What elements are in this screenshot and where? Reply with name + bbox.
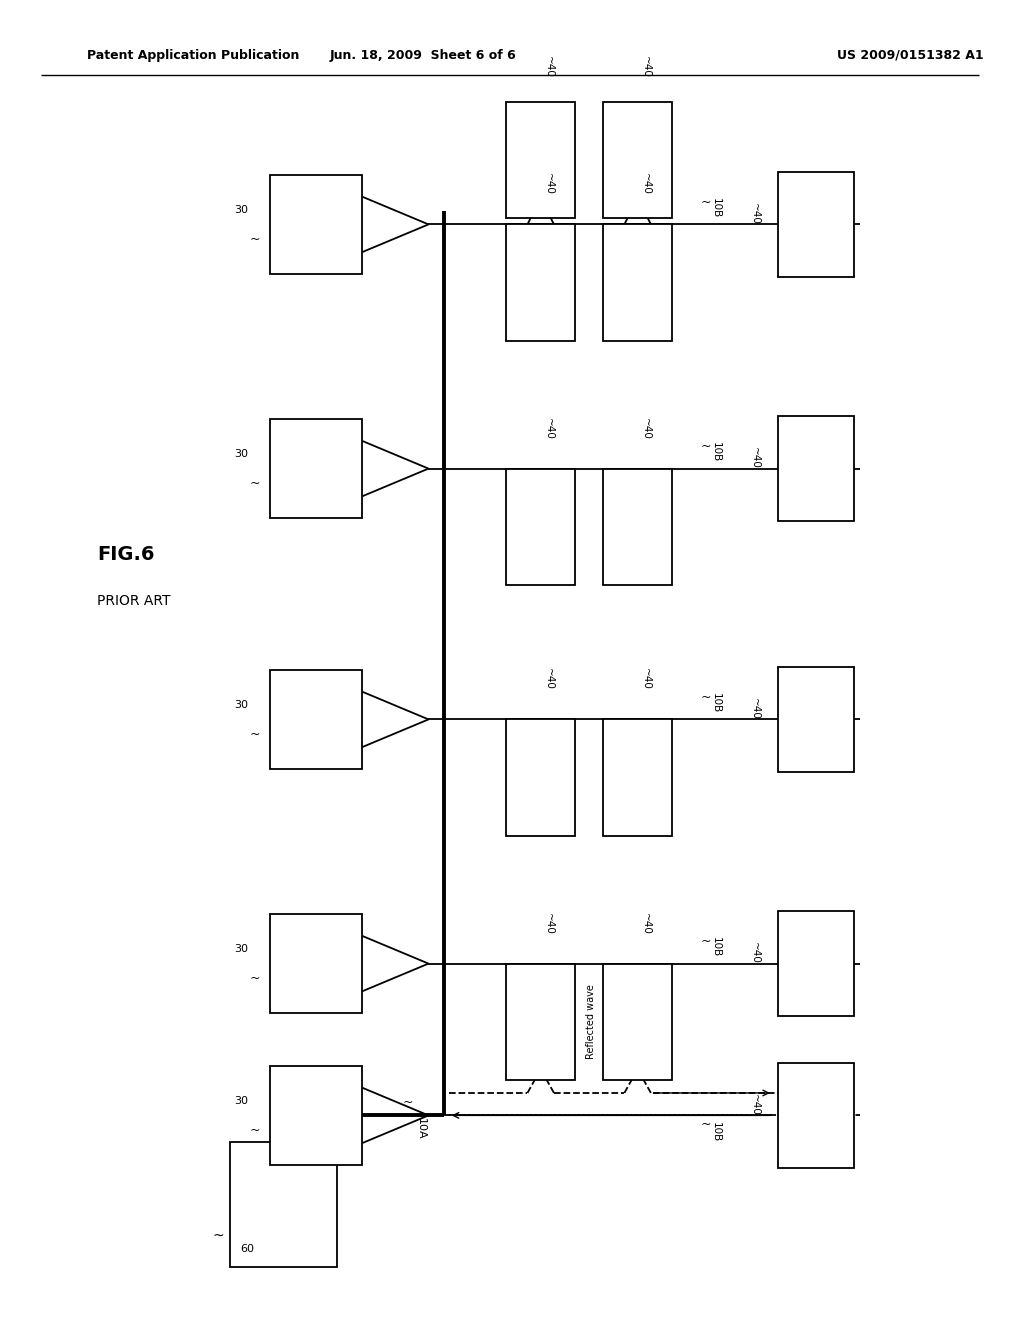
Text: ~40: ~40 (544, 55, 554, 78)
Text: ~: ~ (700, 690, 712, 704)
Bar (603, 102, 673, 218)
Text: ~: ~ (213, 1229, 224, 1243)
Text: ~40: ~40 (641, 668, 650, 690)
Text: Jun. 18, 2009  Sheet 6 of 6: Jun. 18, 2009 Sheet 6 of 6 (330, 49, 517, 62)
Text: ~40: ~40 (641, 55, 650, 78)
Text: ~: ~ (700, 1118, 712, 1131)
Text: ~40: ~40 (750, 942, 760, 964)
Text: FIG.6: FIG.6 (97, 545, 155, 564)
Text: ~40: ~40 (544, 173, 554, 195)
Bar (778, 911, 854, 1016)
Text: ~40: ~40 (641, 417, 650, 440)
Text: 10B: 10B (711, 442, 721, 462)
Text: ~40: ~40 (641, 173, 650, 195)
Text: 30: 30 (233, 1096, 248, 1106)
Text: 10B: 10B (711, 937, 721, 957)
Text: Patent Application Publication: Patent Application Publication (87, 49, 299, 62)
Text: ~40: ~40 (544, 668, 554, 690)
Bar (778, 172, 854, 277)
Text: 60: 60 (240, 1243, 254, 1254)
Bar (778, 416, 854, 521)
Text: ~: ~ (700, 440, 712, 453)
Text: US 2009/0151382 A1: US 2009/0151382 A1 (837, 49, 983, 62)
Text: 30: 30 (233, 700, 248, 710)
Text: ~: ~ (250, 972, 260, 985)
Bar (270, 913, 362, 1014)
Text: ~40: ~40 (544, 417, 554, 440)
Text: ~: ~ (250, 477, 260, 490)
Bar (506, 224, 575, 341)
Text: ~: ~ (700, 935, 712, 948)
Text: ~: ~ (250, 727, 260, 741)
Text: ~: ~ (402, 1096, 414, 1109)
Bar (229, 1142, 337, 1267)
Text: ~40: ~40 (750, 698, 760, 719)
Text: ~: ~ (700, 195, 712, 209)
Bar (603, 719, 673, 836)
Text: PRIOR ART: PRIOR ART (97, 594, 170, 607)
Bar (270, 418, 362, 517)
Bar (506, 964, 575, 1080)
Bar (778, 1063, 854, 1168)
Bar (506, 102, 575, 218)
Text: 10B: 10B (711, 693, 721, 713)
Text: 30: 30 (233, 449, 248, 459)
Text: ~40: ~40 (641, 912, 650, 935)
Text: ~40: ~40 (750, 1094, 760, 1115)
Text: ~40: ~40 (750, 203, 760, 224)
Text: Reflected wave: Reflected wave (586, 985, 596, 1059)
Text: 30: 30 (233, 944, 248, 954)
Bar (603, 224, 673, 341)
Bar (506, 719, 575, 836)
Text: ~40: ~40 (750, 447, 760, 469)
Text: 10B: 10B (711, 1122, 721, 1142)
Text: 30: 30 (233, 205, 248, 215)
Text: 10A: 10A (416, 1118, 425, 1139)
Bar (270, 176, 362, 275)
Bar (270, 671, 362, 768)
Text: ~40: ~40 (544, 912, 554, 935)
Bar (603, 469, 673, 585)
Bar (506, 469, 575, 585)
Bar (603, 964, 673, 1080)
Text: ~: ~ (250, 1123, 260, 1137)
Text: 10B: 10B (711, 198, 721, 218)
Text: ~: ~ (250, 232, 260, 246)
Bar (270, 1067, 362, 1166)
Bar (778, 667, 854, 772)
